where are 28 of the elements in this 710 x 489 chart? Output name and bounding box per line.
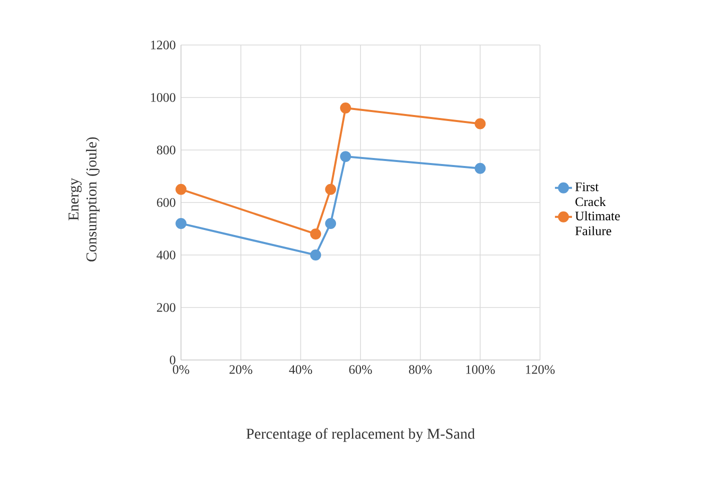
y-tick-label: 200 bbox=[156, 303, 176, 312]
point bbox=[325, 218, 336, 229]
y-tick-label: 1200 bbox=[151, 40, 176, 50]
y-tick-label: 800 bbox=[156, 146, 176, 154]
y-tick-label: 400 bbox=[156, 250, 176, 260]
x-tick-label: 80% bbox=[408, 365, 432, 374]
point bbox=[474, 118, 486, 130]
point bbox=[340, 102, 352, 114]
x-tick-label: 120% bbox=[526, 365, 555, 374]
point bbox=[310, 228, 322, 240]
x-tick-label: 40% bbox=[289, 365, 312, 374]
x-tick-label: 100% bbox=[466, 365, 495, 374]
y-tick-label: 600 bbox=[156, 198, 176, 207]
legend-label: First Crack bbox=[575, 182, 606, 206]
legend-label: Ultimate Failure bbox=[575, 211, 620, 236]
point bbox=[325, 184, 336, 195]
y-tick-label: 1000 bbox=[151, 93, 176, 102]
point bbox=[340, 151, 352, 162]
x-axis-title: Percentage of replacement by M-Sand bbox=[246, 428, 475, 442]
point bbox=[310, 250, 322, 260]
x-tick-label: 60% bbox=[349, 365, 372, 374]
y-tick-label: 0 bbox=[170, 356, 176, 364]
point bbox=[176, 218, 186, 229]
x-tick-label: 0% bbox=[172, 365, 190, 374]
point bbox=[474, 162, 486, 174]
point bbox=[176, 184, 186, 195]
y-axis-title: Energy Consumption (joule) bbox=[68, 137, 100, 262]
x-tick-label: 20% bbox=[230, 365, 252, 374]
